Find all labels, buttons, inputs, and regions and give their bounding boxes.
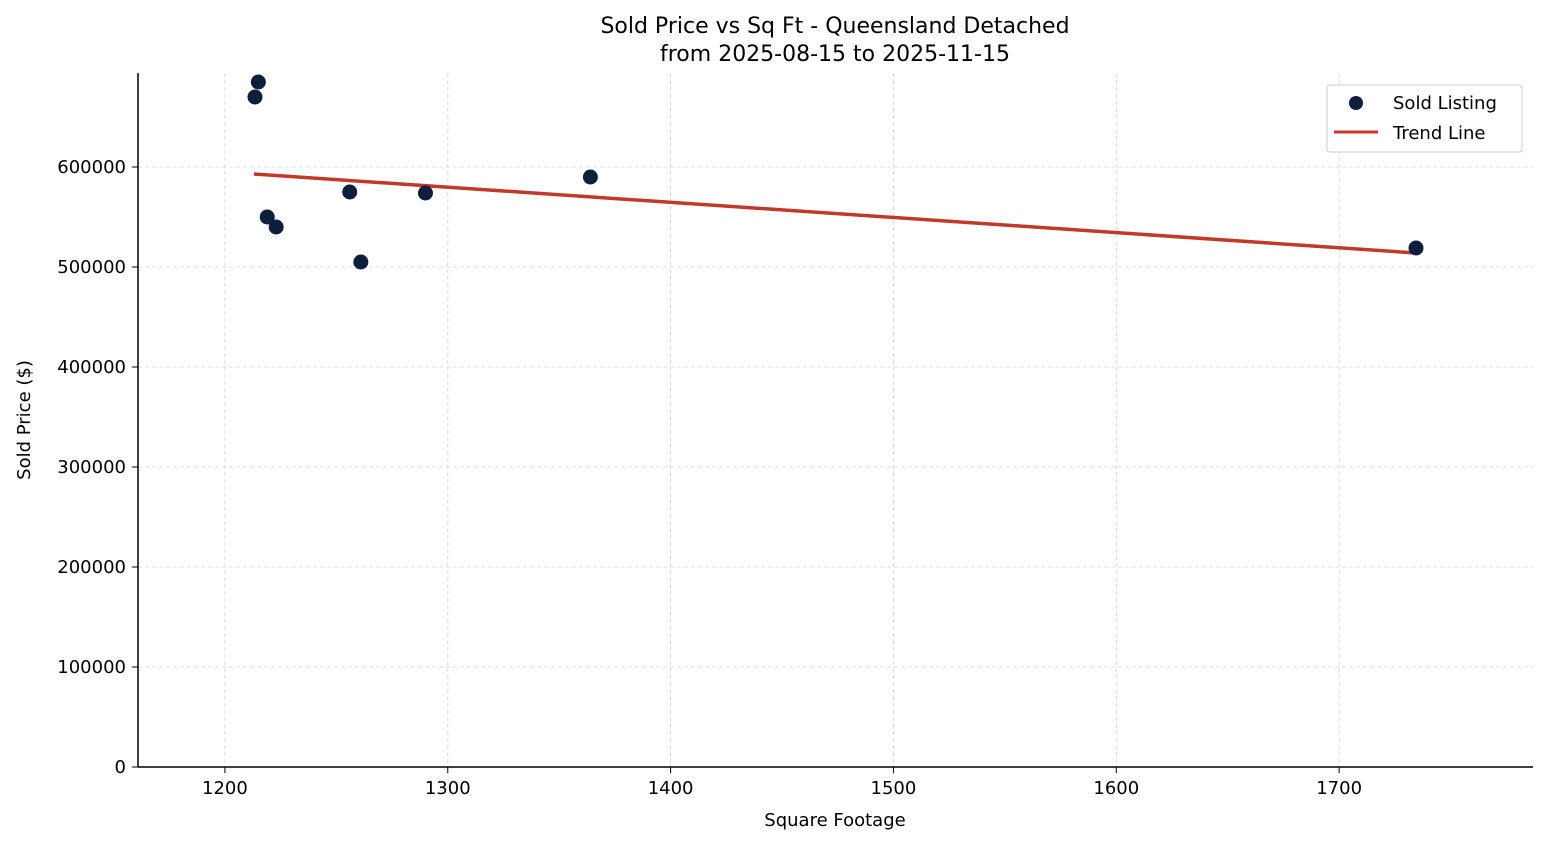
x-axis-label: Square Footage [764, 810, 905, 831]
data-point [268, 219, 284, 235]
legend: Sold Listing Trend Line [1326, 84, 1523, 153]
data-point [250, 74, 266, 90]
ticks: 1200 1300 1400 1500 1600 1700 0 100000 200000 300… [57, 157, 1362, 799]
y-tick-label: 200000 [57, 557, 126, 578]
data-point [582, 169, 598, 185]
y-tick-label: 500000 [57, 257, 126, 278]
y-tick-label: 100000 [57, 657, 126, 678]
data-point [1408, 240, 1424, 256]
legend-marker-sold-listing [1349, 96, 1363, 110]
y-tick-label: 600000 [57, 157, 126, 178]
chart-subtitle: from 2025-08-15 to 2025-11-15 [660, 42, 1010, 67]
grid [138, 73, 1533, 767]
y-tick-label: 0 [115, 757, 126, 778]
x-tick-label: 1300 [425, 778, 471, 799]
y-tick-label: 300000 [57, 457, 126, 478]
x-tick-label: 1500 [871, 778, 917, 799]
data-point [342, 184, 358, 200]
legend-label-trend-line: Trend Line [1392, 123, 1486, 144]
trend-line [253, 172, 1417, 255]
chart-title: Sold Price vs Sq Ft - Queensland Detache… [600, 14, 1069, 39]
marks [247, 74, 1424, 270]
legend-box [1326, 84, 1523, 153]
y-tick-label: 400000 [57, 357, 126, 378]
x-tick-label: 1200 [202, 778, 248, 799]
x-tick-label: 1600 [1093, 778, 1139, 799]
x-tick-label: 1700 [1316, 778, 1362, 799]
x-tick-label: 1400 [648, 778, 694, 799]
data-point [247, 89, 263, 105]
data-point [417, 185, 433, 201]
y-axis-label: Sold Price ($) [14, 360, 35, 480]
legend-label-sold-listing: Sold Listing [1393, 93, 1497, 114]
data-point [353, 254, 369, 270]
data-point [259, 209, 275, 225]
